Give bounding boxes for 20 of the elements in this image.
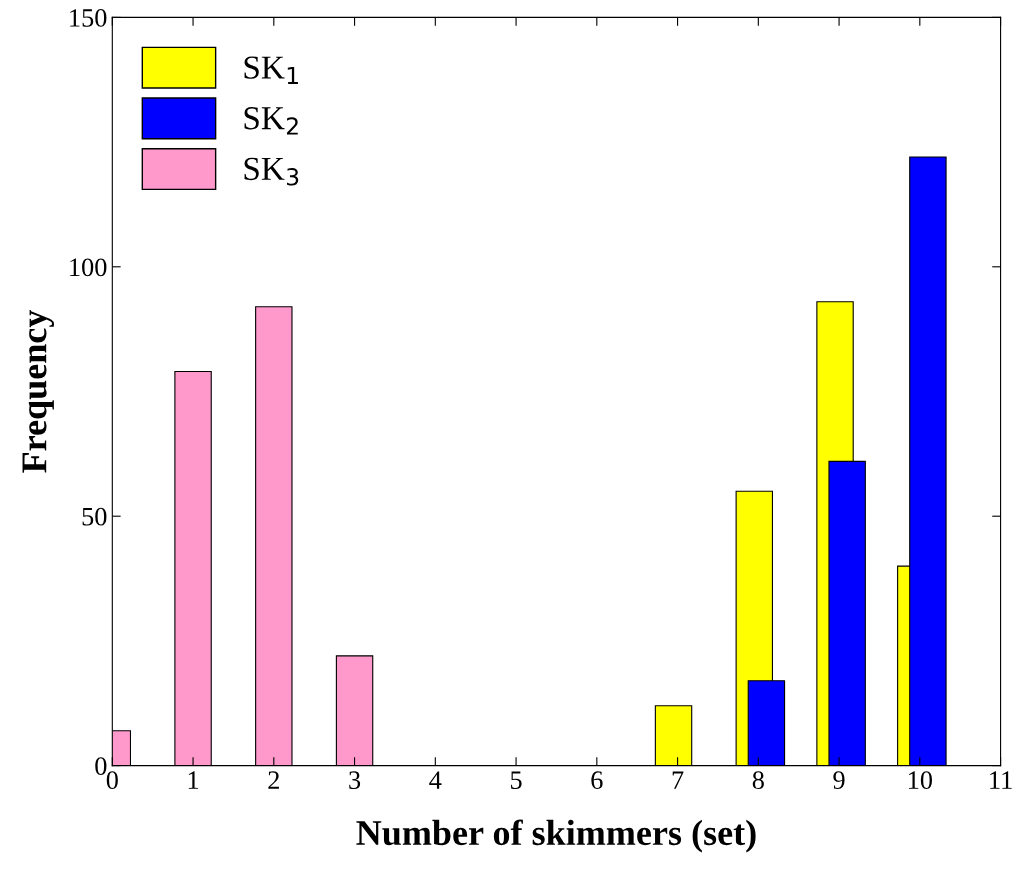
x-tick-label: 1 — [188, 771, 199, 789]
y-tick-label: 150 — [70, 9, 107, 27]
x-tick-label: 3 — [349, 771, 361, 790]
x-axis-title: Number of skimmers (set) — [356, 819, 756, 853]
x-tick-label: 6 — [591, 771, 603, 790]
y-tick-label: 50 — [82, 507, 107, 526]
legend-label: SK$_{2}$ — [244, 107, 298, 135]
x-tick-label: 8 — [752, 771, 764, 790]
x-tick-label: 7 — [672, 771, 684, 789]
x-tick-label: 11 — [990, 771, 1012, 789]
x-tick-label: 4 — [429, 771, 442, 789]
x-tick-label: 2 — [268, 771, 279, 789]
legend-label: SK$_{3}$ — [244, 157, 299, 186]
y-tick-label: 0 — [95, 757, 107, 776]
x-tick-label: 10 — [908, 771, 933, 790]
legend-label: SK$_{1}$ — [244, 56, 298, 84]
y-axis-title: Frequency — [22, 309, 54, 473]
x-tick-label: 5 — [511, 771, 522, 790]
x-tick-label: 9 — [833, 771, 845, 790]
y-tick-label: 100 — [70, 258, 107, 277]
